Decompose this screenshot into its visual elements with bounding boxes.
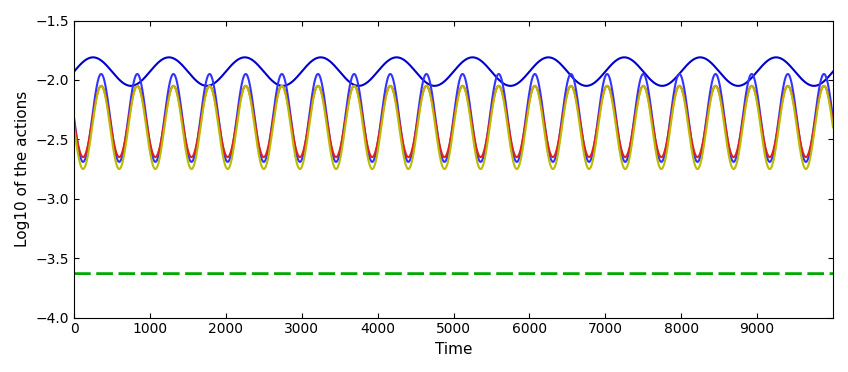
- X-axis label: Time: Time: [435, 342, 472, 357]
- Y-axis label: Log10 of the actions: Log10 of the actions: [15, 91, 30, 247]
